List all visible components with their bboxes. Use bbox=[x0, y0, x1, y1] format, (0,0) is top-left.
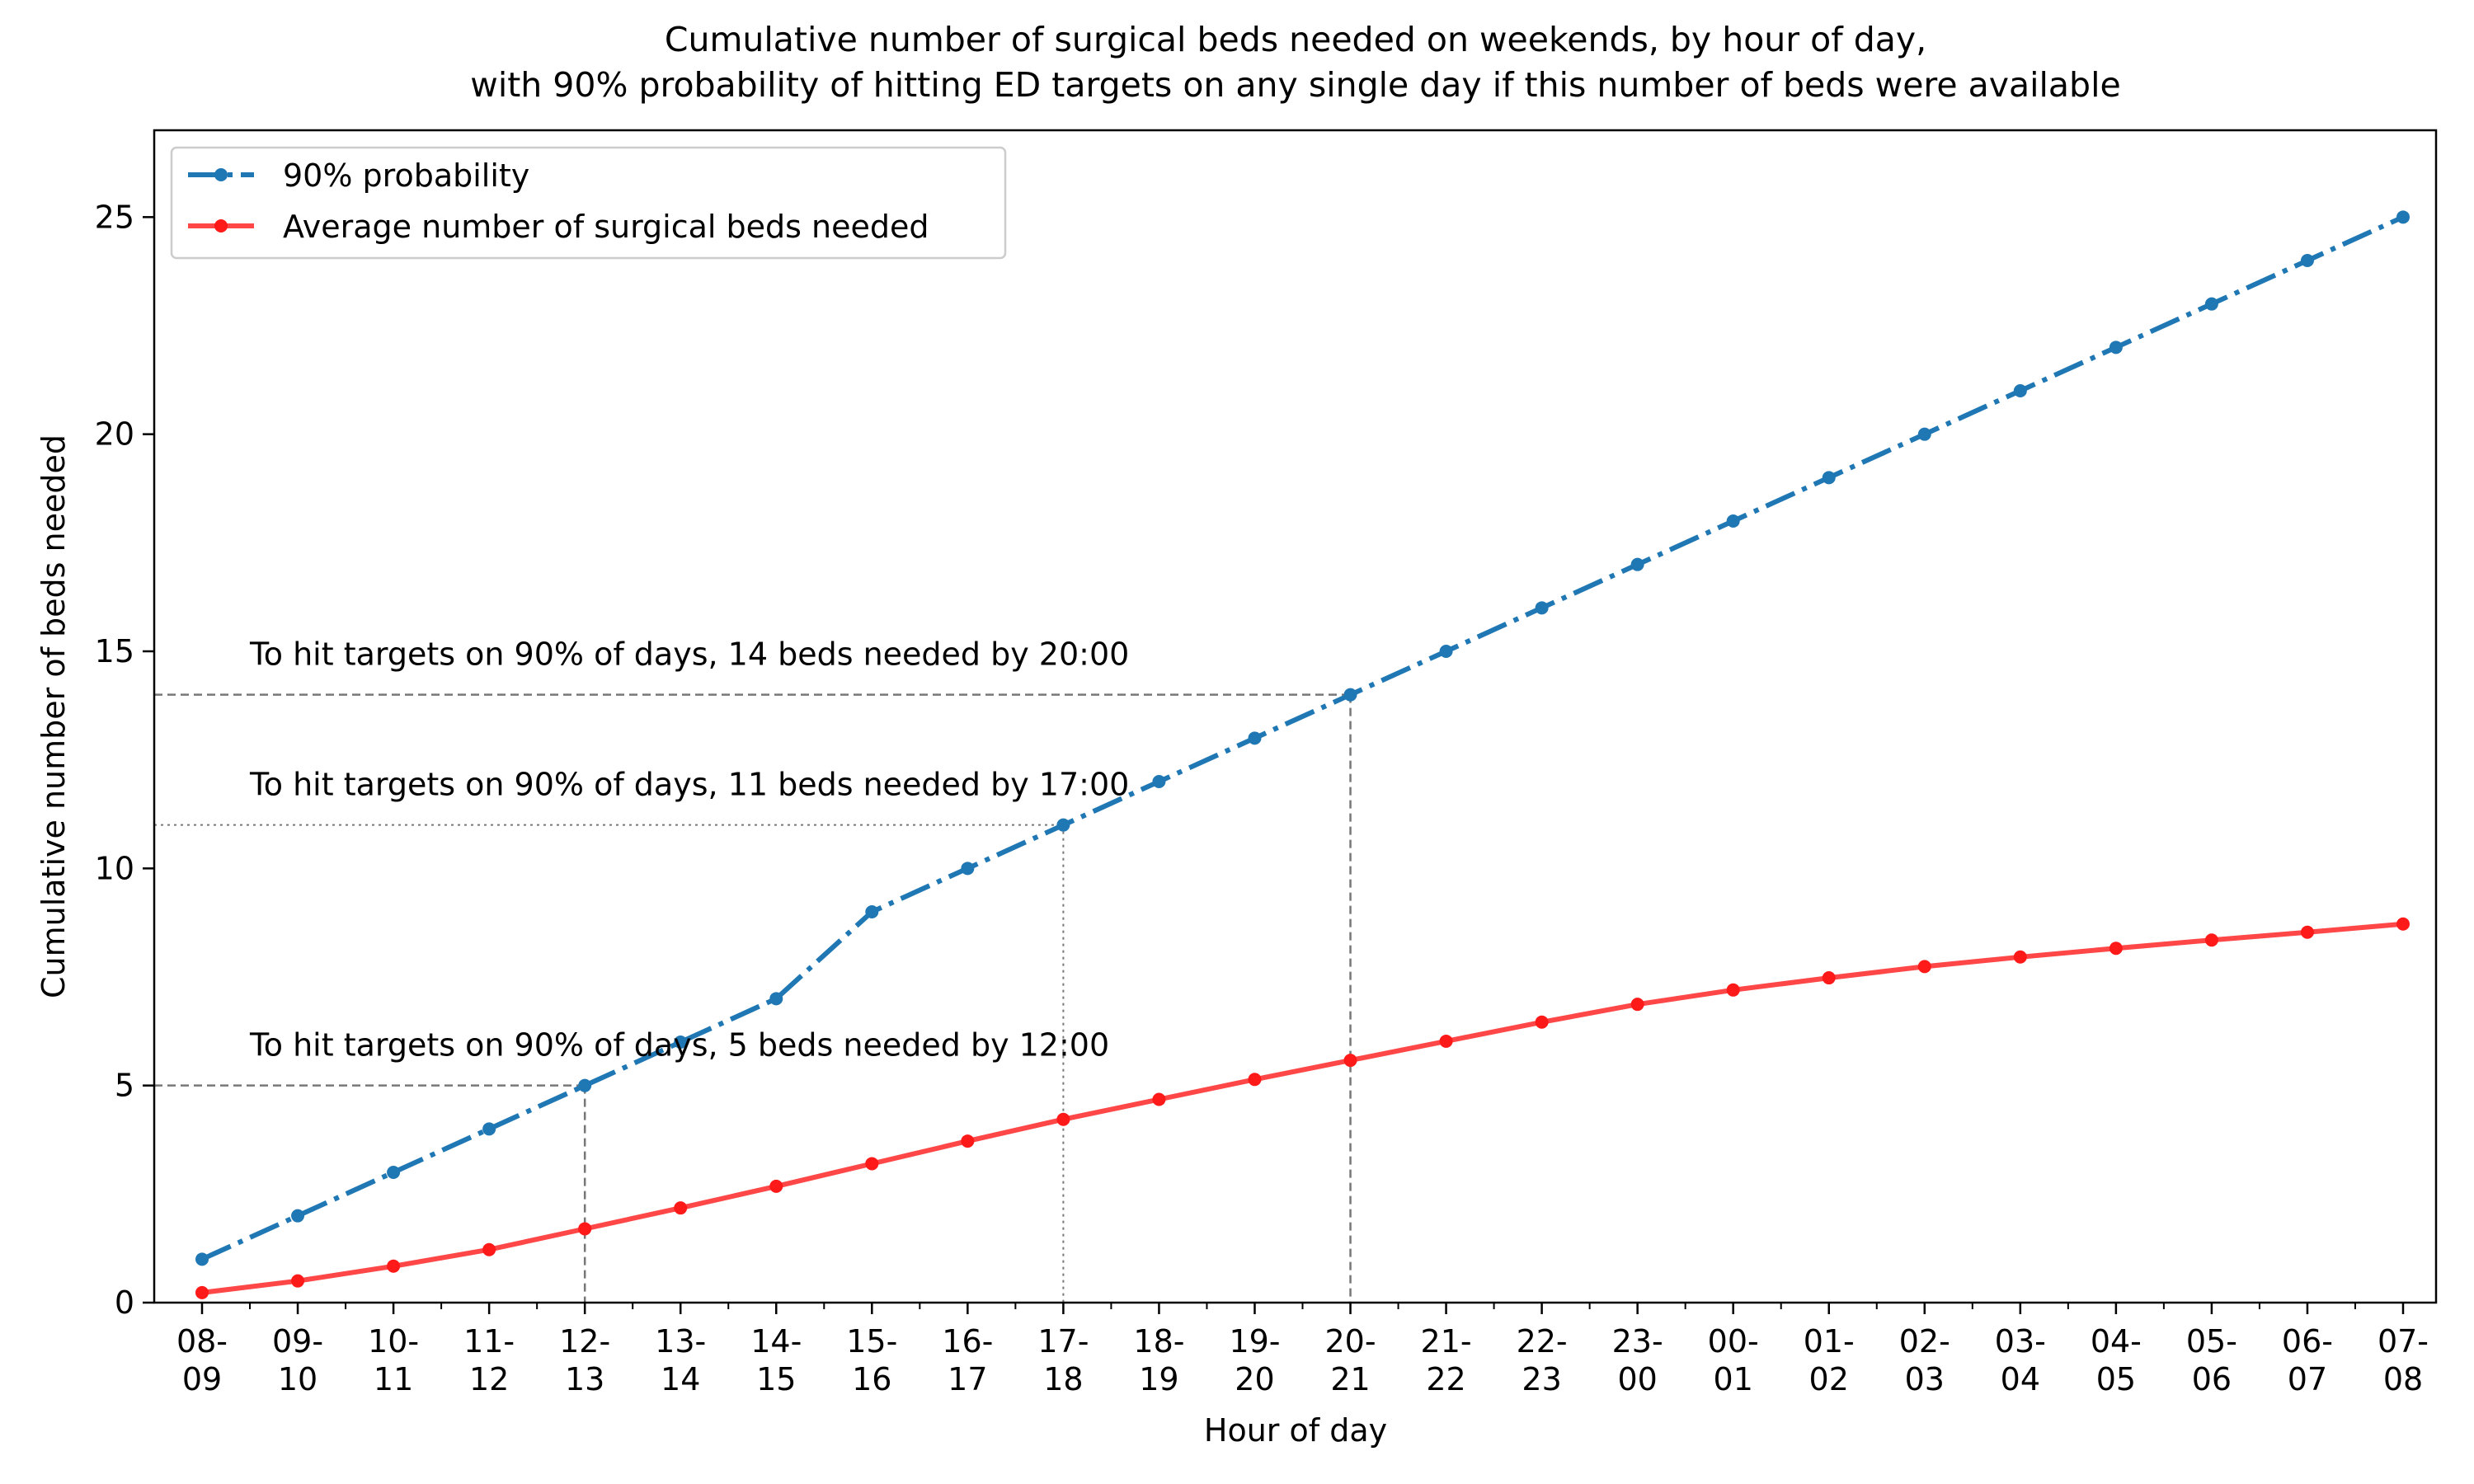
legend-label-average: Average number of surgical beds needed bbox=[283, 209, 929, 245]
y-axis-label: Cumulative number of beds needed bbox=[35, 434, 72, 998]
series-point bbox=[1439, 1034, 1453, 1048]
x-tick-label: 00-01 bbox=[1708, 1323, 1759, 1397]
series-point bbox=[482, 1242, 496, 1256]
series-point bbox=[769, 992, 783, 1006]
series-point bbox=[674, 1036, 688, 1049]
series-point bbox=[387, 1259, 401, 1273]
series-point bbox=[1248, 1073, 1262, 1087]
series-point bbox=[865, 1157, 879, 1171]
series-point bbox=[1822, 971, 1836, 985]
x-tick-label: 15-16 bbox=[846, 1323, 897, 1397]
y-tick-label: 0 bbox=[115, 1284, 134, 1321]
series-point bbox=[2204, 933, 2218, 947]
y-tick-label: 25 bbox=[95, 199, 134, 235]
series-point bbox=[1056, 1112, 1070, 1126]
series-point bbox=[1726, 514, 1740, 528]
series-point bbox=[1822, 471, 1836, 485]
series-point bbox=[769, 1179, 783, 1193]
series-point bbox=[1917, 427, 1931, 441]
x-tick-label: 16-17 bbox=[942, 1323, 993, 1397]
series-point bbox=[1535, 1015, 1549, 1029]
series-point bbox=[1439, 645, 1453, 658]
x-tick-label: 12-13 bbox=[559, 1323, 610, 1397]
legend-marker-90-probability bbox=[214, 168, 228, 181]
series-point bbox=[1343, 688, 1357, 702]
x-tick-label: 14-15 bbox=[750, 1323, 802, 1397]
series-point bbox=[2300, 254, 2314, 267]
series-point bbox=[1630, 557, 1644, 571]
x-axis-label: Hour of day bbox=[1204, 1412, 1387, 1449]
y-tick-label: 20 bbox=[95, 416, 134, 453]
series-point bbox=[674, 1201, 688, 1215]
series-point bbox=[961, 862, 975, 876]
series-point bbox=[387, 1166, 401, 1179]
series-point bbox=[2109, 942, 2123, 956]
series-point bbox=[482, 1122, 496, 1136]
series-point bbox=[1535, 601, 1549, 615]
legend-label-90-probability: 90% probability bbox=[283, 157, 529, 194]
series-point bbox=[1917, 960, 1931, 974]
x-tick-label: 02-03 bbox=[1899, 1323, 1950, 1397]
chart-title-line-1: Cumulative number of surgical beds neede… bbox=[665, 20, 1926, 59]
x-tick-label: 06-07 bbox=[2282, 1323, 2333, 1397]
series-point bbox=[2396, 210, 2410, 224]
x-tick-label: 03-04 bbox=[1995, 1323, 2046, 1397]
annotation-text: To hit targets on 90% of days, 5 beds ne… bbox=[249, 1027, 1109, 1064]
x-tick-label: 19-20 bbox=[1229, 1323, 1280, 1397]
x-tick-label: 18-19 bbox=[1133, 1323, 1184, 1397]
series-point bbox=[2300, 925, 2314, 939]
x-tick-label: 05-06 bbox=[2186, 1323, 2237, 1397]
annotation-text: To hit targets on 90% of days, 11 beds n… bbox=[249, 767, 1129, 803]
x-tick-label: 07-08 bbox=[2378, 1323, 2429, 1397]
x-tick-label: 23-00 bbox=[1612, 1323, 1663, 1397]
x-tick-label: 08-09 bbox=[176, 1323, 228, 1397]
x-tick-label: 04-05 bbox=[2091, 1323, 2142, 1397]
x-tick-label: 17-18 bbox=[1037, 1323, 1089, 1397]
series-point bbox=[2109, 340, 2123, 355]
x-tick-label: 10-11 bbox=[368, 1323, 419, 1397]
series-point bbox=[1726, 983, 1740, 997]
series-point bbox=[2204, 297, 2218, 311]
series-point bbox=[1630, 998, 1644, 1012]
legend-frame bbox=[170, 146, 1007, 260]
series-point bbox=[1343, 1054, 1357, 1068]
x-tick-label: 22-23 bbox=[1517, 1323, 1568, 1397]
series-point bbox=[1152, 1092, 1166, 1106]
y-tick-label: 15 bbox=[95, 633, 134, 669]
axes-frame bbox=[153, 129, 2438, 1304]
series-point bbox=[291, 1274, 305, 1288]
x-tick-label: 11-12 bbox=[463, 1323, 515, 1397]
y-tick-label: 10 bbox=[95, 850, 134, 886]
series-point bbox=[578, 1078, 592, 1092]
series-point bbox=[961, 1134, 975, 1148]
series-point bbox=[2013, 950, 2027, 964]
series-point bbox=[2013, 384, 2027, 397]
series-point bbox=[2396, 917, 2410, 931]
annotation-text: To hit targets on 90% of days, 14 beds n… bbox=[249, 636, 1129, 673]
series-point bbox=[578, 1222, 592, 1236]
series-point bbox=[865, 905, 879, 918]
x-tick-label: 09-10 bbox=[272, 1323, 323, 1397]
series-point bbox=[1056, 818, 1070, 832]
plot-area: 0 5 10 15 20 25 08-09 09-10 10-11 11-12 12-13 13-14… bbox=[95, 199, 2429, 1397]
series-line bbox=[200, 214, 2405, 1262]
series-point bbox=[195, 1285, 209, 1299]
y-tick-label: 5 bbox=[115, 1068, 134, 1104]
x-tick-label: 01-02 bbox=[1804, 1323, 1855, 1397]
x-tick-label: 20-21 bbox=[1324, 1323, 1376, 1397]
series-line bbox=[201, 921, 2404, 1295]
chart-title-line-2: with 90% probability of hitting ED targe… bbox=[470, 65, 2120, 105]
legend-marker-average bbox=[214, 219, 228, 232]
series-point bbox=[195, 1252, 209, 1266]
series-point bbox=[1248, 731, 1262, 745]
legend: 90% probability Average number of surgic… bbox=[170, 146, 1007, 260]
series-point bbox=[1152, 775, 1166, 788]
x-tick-label: 13-14 bbox=[655, 1323, 706, 1397]
series-point bbox=[291, 1209, 305, 1223]
x-tick-label: 21-22 bbox=[1421, 1323, 1472, 1397]
